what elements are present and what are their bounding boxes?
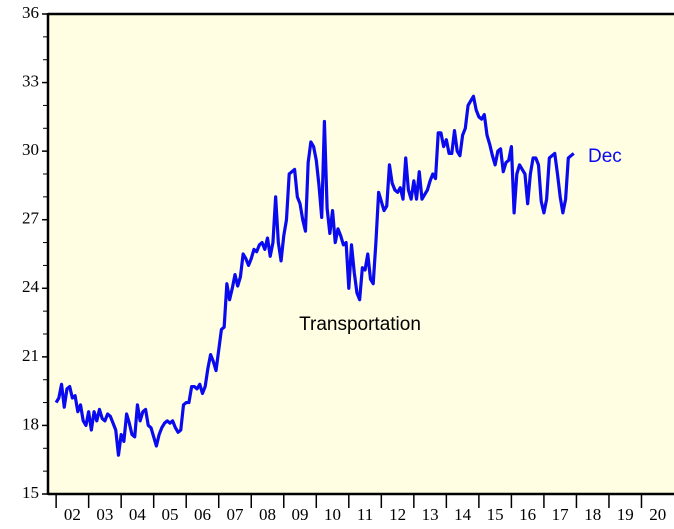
x-tick-label: 18 (584, 505, 601, 524)
x-tick-label: 09 (292, 505, 309, 524)
x-tick-label: 20 (649, 505, 666, 524)
x-tick-label: 14 (454, 505, 472, 524)
x-tick-label: 04 (129, 505, 147, 524)
x-tick-label: 15 (487, 505, 504, 524)
x-tick-label: 16 (519, 505, 536, 524)
x-tick-label: 19 (617, 505, 634, 524)
y-tick-label: 21 (22, 346, 39, 365)
x-tick-label: 12 (389, 505, 406, 524)
end-label: Dec (588, 146, 622, 167)
x-tick-label: 02 (64, 505, 81, 524)
y-tick-label: 18 (22, 414, 39, 433)
y-tick-label: 33 (22, 71, 39, 90)
x-tick-label: 11 (357, 505, 373, 524)
y-tick-label: 15 (22, 483, 39, 502)
y-tick-label: 27 (22, 209, 40, 228)
x-tick-label: 05 (161, 505, 178, 524)
x-tick-label: 10 (324, 505, 341, 524)
data-line (54, 94, 575, 457)
x-tick-label: 08 (259, 505, 276, 524)
y-tick-label: 24 (22, 277, 40, 296)
x-tick-label: 03 (96, 505, 113, 524)
annotation: Transportation (299, 314, 421, 335)
x-tick-label: 13 (422, 505, 439, 524)
x-tick-label: 07 (226, 505, 244, 524)
x-tick-label: 17 (552, 505, 570, 524)
y-tick-label: 30 (22, 140, 39, 159)
x-tick-label: 06 (194, 505, 211, 524)
plot-area (48, 14, 674, 494)
y-tick-label: 36 (22, 3, 39, 22)
